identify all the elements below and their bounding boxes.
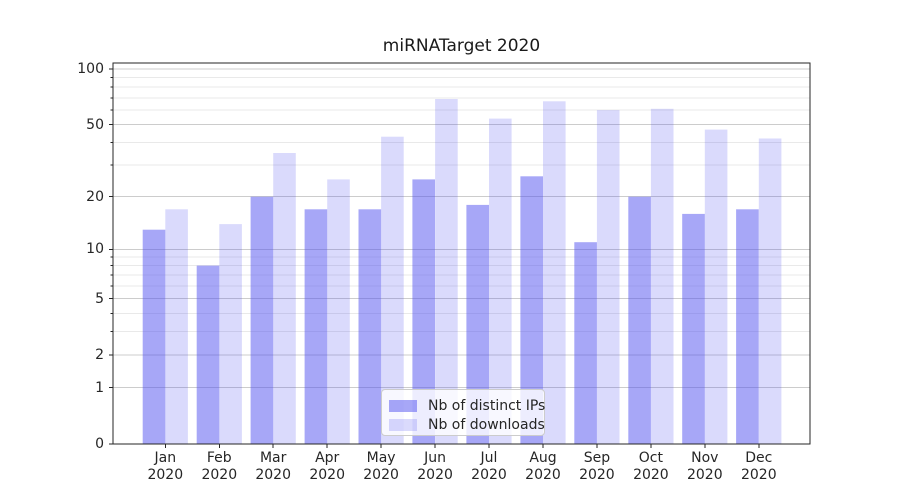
bar-ips-feb: [196, 265, 220, 444]
x-tick-label: Oct 2020: [633, 450, 669, 483]
legend-label-distinct-ips: Nb of distinct IPs: [428, 397, 546, 414]
y-tick-label: 5: [95, 290, 104, 307]
bar-downloads-jan: [165, 209, 188, 444]
bar-ips-oct: [628, 196, 651, 444]
bar-ips-apr: [304, 209, 328, 444]
y-tick-label: 0: [95, 436, 104, 452]
x-tick-label: Sep 2020: [579, 450, 615, 483]
x-tick-label: Apr 2020: [309, 450, 345, 483]
bar-downloads-nov: [704, 129, 728, 444]
x-tick-label: Feb 2020: [201, 450, 238, 483]
bar-ips-jul: [466, 204, 489, 444]
bar-ips-sep: [574, 242, 597, 444]
y-tick-label: 1: [95, 379, 104, 396]
x-tick-label: Jun 2020: [417, 450, 453, 483]
legend-swatch-distinct-ips: [389, 399, 417, 412]
bar-ips-aug: [520, 176, 543, 445]
bar-ips-nov: [682, 213, 705, 444]
y-tick-label: 2: [95, 346, 104, 363]
bar-downloads-jul: [489, 118, 512, 444]
bar-downloads-dec: [758, 138, 782, 444]
x-tick-label: Aug 2020: [525, 450, 561, 483]
x-tick-label: Jul 2020: [471, 450, 507, 483]
y-tick-label: 20: [86, 188, 104, 205]
y-tick-label: 100: [77, 61, 104, 78]
x-tick-label: Dec 2020: [740, 450, 777, 483]
bar-downloads-jun: [435, 99, 458, 444]
bar-downloads-apr: [327, 179, 350, 444]
legend-swatch-downloads: [389, 418, 417, 431]
legend-row-distinct-ips: Nb of distinct IPs: [389, 396, 545, 415]
bar-downloads-may: [381, 136, 404, 444]
legend-row-downloads: Nb of downloads: [389, 415, 545, 434]
bar-downloads-feb: [219, 224, 242, 444]
bar-downloads-oct: [650, 108, 674, 445]
x-tick-label: Nov 2020: [686, 450, 723, 483]
y-tick-label: 10: [86, 241, 104, 258]
plot-border: [112, 62, 811, 445]
x-tick-label: Jan 2020: [147, 450, 184, 483]
x-tick-label: Mar 2020: [255, 450, 291, 483]
bar-downloads-mar: [273, 153, 296, 444]
y-tick-label: 50: [86, 116, 104, 133]
x-tick-label: May 2020: [363, 450, 399, 483]
bar-downloads-sep: [596, 110, 620, 444]
chart-title: miRNATarget 2020: [382, 36, 541, 56]
bar-ips-dec: [736, 209, 759, 444]
bar-ips-jun: [412, 179, 435, 444]
legend: Nb of distinct IPs Nb of downloads: [381, 389, 545, 436]
bar-ips-mar: [250, 196, 274, 444]
bar-downloads-aug: [543, 101, 566, 445]
legend-label-downloads: Nb of downloads: [428, 416, 545, 433]
bar-ips-jan: [142, 229, 166, 444]
bar-ips-may: [358, 209, 382, 444]
